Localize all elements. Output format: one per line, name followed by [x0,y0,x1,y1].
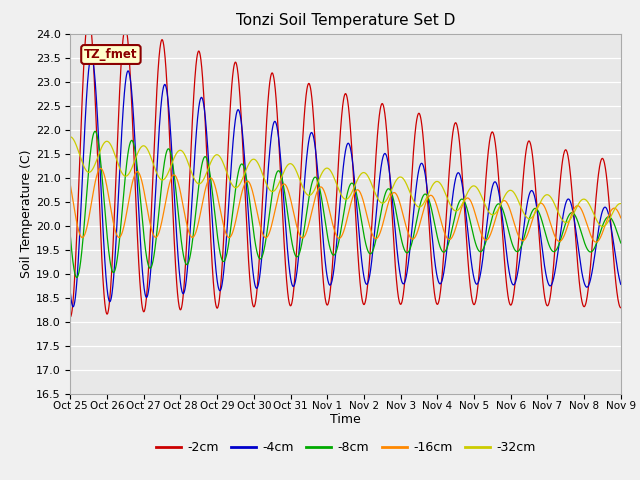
Y-axis label: Soil Temperature (C): Soil Temperature (C) [20,149,33,278]
X-axis label: Time: Time [330,413,361,426]
Title: Tonzi Soil Temperature Set D: Tonzi Soil Temperature Set D [236,13,455,28]
Legend: -2cm, -4cm, -8cm, -16cm, -32cm: -2cm, -4cm, -8cm, -16cm, -32cm [151,436,540,459]
Text: TZ_fmet: TZ_fmet [84,48,138,61]
